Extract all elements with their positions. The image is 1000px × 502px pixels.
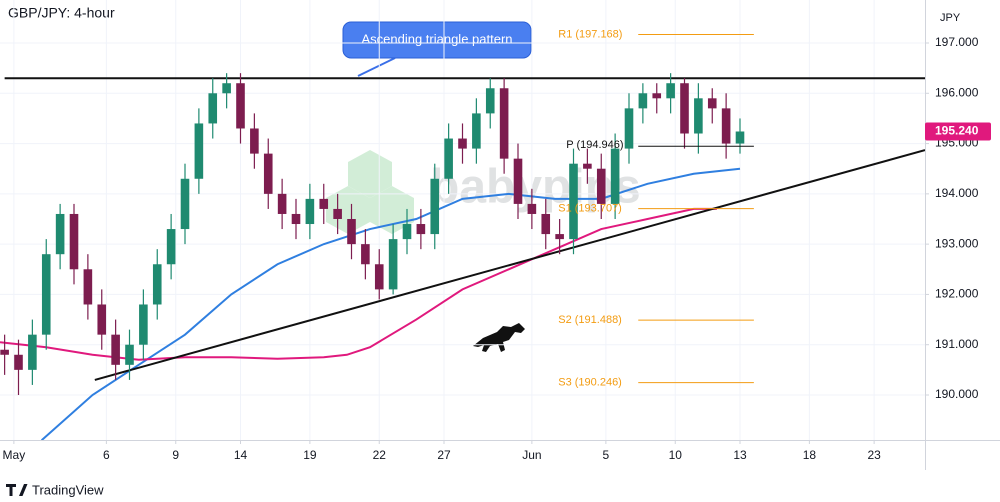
candle-body bbox=[569, 163, 578, 240]
x-tick-label: 13 bbox=[733, 448, 747, 462]
brand-logo bbox=[6, 484, 28, 496]
candle-body bbox=[333, 208, 342, 219]
annotation-text: Ascending triangle pattern bbox=[361, 31, 512, 46]
y-tick-label: 191.000 bbox=[935, 337, 979, 351]
plot-area: R1 (197.168) P (194.946) S1 (193.707) S2 (1… bbox=[0, 0, 925, 440]
x-tick-label: May bbox=[3, 448, 26, 462]
candle-body bbox=[721, 108, 731, 144]
candle-body bbox=[652, 93, 662, 99]
candle-body bbox=[152, 264, 162, 305]
chart-title: GBP/JPY: 4-hour bbox=[8, 5, 115, 21]
candle-body bbox=[222, 83, 231, 94]
x-tick-label: 18 bbox=[803, 448, 817, 462]
candle-body bbox=[97, 304, 107, 335]
candle-body bbox=[0, 349, 9, 355]
candle-body bbox=[624, 108, 634, 149]
candle-body bbox=[707, 98, 717, 109]
candle-body bbox=[583, 163, 592, 169]
x-tick-label: 22 bbox=[373, 448, 387, 462]
x-tick-label: 14 bbox=[234, 448, 248, 462]
candle-body bbox=[305, 198, 315, 225]
logo-cube bbox=[348, 150, 392, 198]
candle-body bbox=[111, 334, 120, 365]
candle-body bbox=[541, 213, 551, 235]
candle-body bbox=[499, 88, 509, 159]
y-tick-label: 197.000 bbox=[935, 35, 979, 49]
brand: TradingView bbox=[6, 482, 104, 497]
candle-body bbox=[388, 239, 398, 290]
candle-body bbox=[83, 269, 93, 305]
trendline bbox=[94, 149, 925, 381]
candle-body bbox=[430, 178, 440, 235]
annotation-pointer bbox=[357, 57, 396, 77]
candle-body bbox=[28, 334, 37, 370]
candle-body bbox=[416, 224, 426, 235]
candle-body bbox=[250, 128, 259, 154]
candle-body bbox=[374, 264, 384, 290]
candle-body bbox=[527, 203, 537, 214]
x-tick-label: Jun bbox=[522, 448, 541, 462]
y-tick-label: 190.000 bbox=[935, 387, 979, 401]
candle-body bbox=[361, 244, 370, 265]
candle-body bbox=[402, 224, 412, 240]
candle-body bbox=[458, 138, 467, 149]
pivot-label: S3 (190.246) bbox=[558, 377, 622, 389]
candle-body bbox=[55, 213, 65, 255]
candle-body bbox=[277, 193, 287, 214]
candle-body bbox=[513, 158, 523, 204]
candle-body bbox=[236, 83, 245, 129]
x-tick-label: 9 bbox=[172, 448, 179, 462]
candle-body bbox=[263, 153, 273, 194]
candle-body bbox=[680, 83, 689, 134]
y-tick-label: 193.000 bbox=[935, 236, 979, 250]
y-tick-label: 192.000 bbox=[935, 287, 979, 301]
candle-body bbox=[194, 123, 204, 179]
candle-body bbox=[735, 131, 745, 144]
x-tick-label: 19 bbox=[303, 448, 317, 462]
candle-body bbox=[180, 178, 190, 230]
last-price-box bbox=[925, 122, 991, 141]
candle-body bbox=[555, 234, 564, 240]
candle-body bbox=[444, 138, 453, 179]
candle-body bbox=[14, 354, 23, 370]
pivot-label: P (194.946) bbox=[566, 139, 623, 151]
x-tick-label: 10 bbox=[669, 448, 683, 462]
watermark-logo bbox=[326, 150, 414, 234]
x-tick-label: 23 bbox=[867, 448, 881, 462]
candle-body bbox=[666, 83, 675, 99]
candle-body bbox=[291, 213, 301, 225]
pivot-label: S1 (193.707) bbox=[558, 202, 622, 214]
pivot-label: R1 (197.168) bbox=[558, 28, 622, 40]
candle-body bbox=[472, 113, 481, 149]
candle-body bbox=[139, 304, 148, 345]
candle-body bbox=[166, 229, 176, 265]
candle-body bbox=[319, 198, 329, 209]
x-tick-label: 6 bbox=[103, 448, 110, 462]
candle-body bbox=[125, 344, 134, 365]
pivot-label: S2 (191.488) bbox=[558, 314, 622, 326]
x-tick-label: 5 bbox=[603, 448, 610, 462]
logo-cube bbox=[326, 186, 370, 234]
y-axis-unit: JPY bbox=[940, 12, 961, 24]
x-tick-label: 27 bbox=[437, 448, 451, 462]
candle-body bbox=[610, 148, 620, 204]
brand-text: TradingView bbox=[32, 482, 104, 497]
candle-body bbox=[638, 93, 648, 109]
moving-average bbox=[40, 167, 741, 440]
candle-body bbox=[41, 254, 51, 335]
y-tick-label: 194.000 bbox=[935, 186, 979, 200]
candle-body bbox=[208, 93, 218, 124]
y-tick-label: 196.000 bbox=[935, 85, 979, 99]
annotation-bubble bbox=[342, 21, 532, 59]
candle-body bbox=[485, 88, 495, 114]
candle-body bbox=[694, 98, 703, 134]
candle-body bbox=[596, 168, 606, 204]
candle-body bbox=[347, 218, 356, 245]
last-price-label: 195.240 bbox=[935, 124, 979, 138]
candle-body bbox=[69, 213, 79, 270]
